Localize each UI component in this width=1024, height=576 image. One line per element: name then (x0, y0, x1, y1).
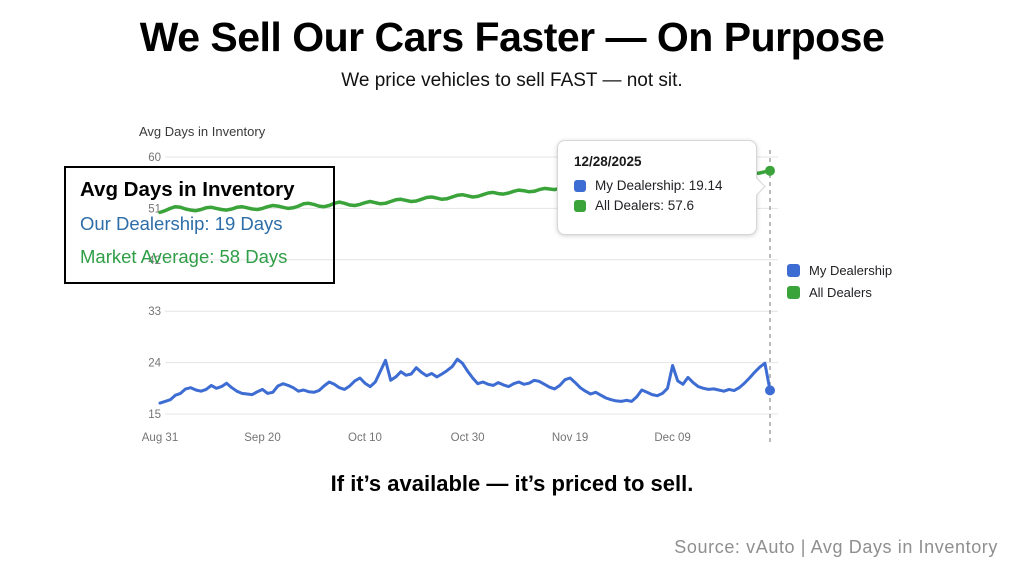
y-axis-label: 60 (148, 152, 161, 164)
legend-label-all-dealers: All Dealers (809, 285, 872, 300)
tooltip-my-dealership-value: My Dealership: 19.14 (595, 178, 723, 193)
x-axis-label: Oct 10 (348, 432, 382, 444)
tooltip-row-all-dealers: All Dealers: 57.6 (574, 198, 740, 213)
y-axis-label: 24 (148, 358, 161, 370)
stats-callout-box: Avg Days in Inventory Our Dealership: 19… (64, 166, 335, 284)
all-dealers-legend-swatch-icon (787, 286, 800, 299)
page-title: We Sell Our Cars Faster — On Purpose (139, 14, 885, 60)
legend-label-my-dealership: My Dealership (809, 263, 893, 278)
page-subtitle: We price vehicles to sell FAST — not sit… (341, 70, 683, 91)
tooltip-all-dealers-value: All Dealers: 57.6 (595, 198, 695, 213)
x-axis-label: Oct 30 (451, 432, 485, 444)
all-dealers-swatch-icon (574, 199, 586, 212)
chart-axis-title: Avg Days in Inventory (139, 124, 266, 139)
tooltip-date: 12/28/2025 (574, 154, 642, 169)
y-axis-label: 51 (148, 203, 161, 215)
x-axis-label: Nov 19 (552, 432, 588, 444)
tagline: If it’s available — it’s priced to sell. (330, 471, 694, 496)
y-axis-label: 15 (148, 409, 161, 421)
legend-item-all-dealers[interactable]: All Dealers (787, 285, 892, 300)
my-dealership-legend-swatch-icon (787, 264, 800, 277)
source-attribution: Source: vAuto | Avg Days in Inventory (674, 537, 998, 557)
my-dealership-end-dot (765, 385, 775, 396)
chart-tooltip: 12/28/2025 My Dealership: 19.14 All Deal… (557, 140, 757, 235)
legend-item-my-dealership[interactable]: My Dealership (787, 263, 892, 278)
my-dealership-line (158, 357, 772, 405)
callout-title: Avg Days in Inventory (80, 178, 295, 201)
chart-legend: My Dealership All Dealers (787, 263, 892, 300)
x-axis-label: Sep 20 (244, 432, 280, 444)
my-dealership-swatch-icon (574, 179, 586, 192)
x-axis-label: Aug 31 (142, 432, 178, 444)
all-dealers-end-dot (765, 165, 775, 176)
y-axis-label: 33 (148, 306, 161, 318)
y-axis-label: 42 (148, 255, 161, 267)
callout-our-dealership: Our Dealership: 19 Days (80, 213, 283, 234)
callout-market-average: Market Average: 58 Days (80, 245, 288, 267)
x-axis-label: Dec 09 (654, 432, 690, 444)
tooltip-row-my-dealership: My Dealership: 19.14 (574, 178, 740, 193)
